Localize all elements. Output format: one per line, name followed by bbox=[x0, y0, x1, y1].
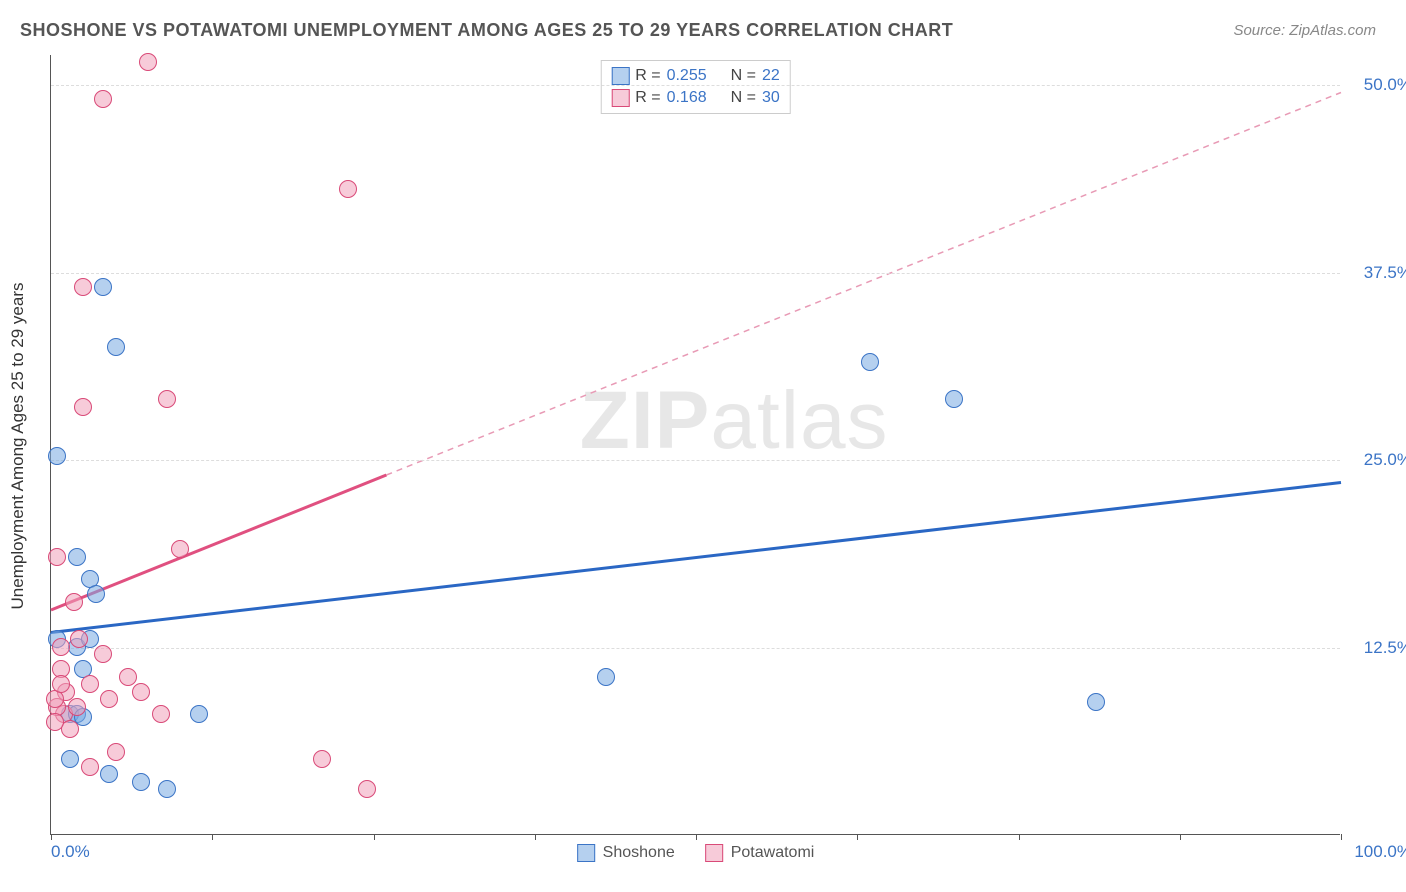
scatter-point bbox=[52, 675, 70, 693]
y-tick-label: 25.0% bbox=[1364, 450, 1406, 470]
scatter-point bbox=[46, 713, 64, 731]
x-tick-label: 100.0% bbox=[1354, 842, 1406, 862]
scatter-point bbox=[100, 690, 118, 708]
scatter-point bbox=[87, 585, 105, 603]
trend-line bbox=[386, 93, 1341, 476]
n-value-2: 30 bbox=[762, 89, 780, 107]
scatter-point bbox=[339, 180, 357, 198]
scatter-point bbox=[171, 540, 189, 558]
scatter-point bbox=[597, 668, 615, 686]
legend-stats-row-2: R = 0.168 N = 30 bbox=[611, 87, 780, 109]
chart-container: SHOSHONE VS POTAWATOMI UNEMPLOYMENT AMON… bbox=[0, 0, 1406, 892]
gridline-h bbox=[51, 460, 1340, 461]
scatter-point bbox=[107, 743, 125, 761]
legend-item-shoshone: Shoshone bbox=[577, 844, 675, 862]
x-tick bbox=[212, 834, 213, 840]
x-tick bbox=[535, 834, 536, 840]
scatter-point bbox=[74, 278, 92, 296]
scatter-point bbox=[139, 53, 157, 71]
legend-stats-row-1: R = 0.255 N = 22 bbox=[611, 65, 780, 87]
r-label: R = bbox=[635, 67, 660, 85]
scatter-point bbox=[158, 390, 176, 408]
r-value-2: 0.168 bbox=[667, 89, 707, 107]
scatter-point bbox=[119, 668, 137, 686]
chart-title: SHOSHONE VS POTAWATOMI UNEMPLOYMENT AMON… bbox=[20, 20, 953, 41]
legend-bottom: Shoshone Potawatomi bbox=[577, 844, 815, 862]
swatch-shoshone-icon bbox=[611, 67, 629, 85]
r-value-1: 0.255 bbox=[667, 67, 707, 85]
scatter-point bbox=[52, 638, 70, 656]
scatter-point bbox=[945, 390, 963, 408]
scatter-point bbox=[61, 750, 79, 768]
x-tick bbox=[696, 834, 697, 840]
swatch-shoshone-icon bbox=[577, 844, 595, 862]
scatter-point bbox=[81, 758, 99, 776]
scatter-point bbox=[94, 278, 112, 296]
y-tick-label: 12.5% bbox=[1364, 638, 1406, 658]
scatter-point bbox=[100, 765, 118, 783]
scatter-point bbox=[132, 683, 150, 701]
scatter-point bbox=[94, 645, 112, 663]
scatter-point bbox=[94, 90, 112, 108]
swatch-potawatomi-icon bbox=[611, 89, 629, 107]
x-tick bbox=[1019, 834, 1020, 840]
x-tick bbox=[51, 834, 52, 840]
n-label: N = bbox=[731, 67, 756, 85]
gridline-h bbox=[51, 85, 1340, 86]
scatter-point bbox=[68, 698, 86, 716]
scatter-point bbox=[65, 593, 83, 611]
source-label: Source: ZipAtlas.com bbox=[1233, 22, 1376, 39]
legend-stats: R = 0.255 N = 22 R = 0.168 N = 30 bbox=[600, 60, 791, 114]
x-tick bbox=[857, 834, 858, 840]
trend-line bbox=[51, 483, 1341, 633]
plot-area: ZIPatlas R = 0.255 N = 22 R = 0.168 N = … bbox=[50, 55, 1340, 835]
scatter-point bbox=[190, 705, 208, 723]
scatter-point bbox=[48, 548, 66, 566]
scatter-point bbox=[158, 780, 176, 798]
scatter-point bbox=[81, 675, 99, 693]
y-tick-label: 37.5% bbox=[1364, 263, 1406, 283]
scatter-point bbox=[48, 447, 66, 465]
y-axis-title: Unemployment Among Ages 25 to 29 years bbox=[8, 283, 28, 610]
scatter-point bbox=[358, 780, 376, 798]
x-tick bbox=[1180, 834, 1181, 840]
n-label: N = bbox=[731, 89, 756, 107]
swatch-potawatomi-icon bbox=[705, 844, 723, 862]
gridline-h bbox=[51, 648, 1340, 649]
scatter-point bbox=[313, 750, 331, 768]
n-value-1: 22 bbox=[762, 67, 780, 85]
scatter-point bbox=[107, 338, 125, 356]
scatter-point bbox=[861, 353, 879, 371]
r-label: R = bbox=[635, 89, 660, 107]
trend-lines bbox=[51, 55, 1340, 834]
x-tick bbox=[374, 834, 375, 840]
scatter-point bbox=[152, 705, 170, 723]
legend-label: Potawatomi bbox=[731, 844, 815, 862]
scatter-point bbox=[68, 548, 86, 566]
y-tick-label: 50.0% bbox=[1364, 75, 1406, 95]
scatter-point bbox=[74, 398, 92, 416]
x-tick-label: 0.0% bbox=[51, 842, 90, 862]
scatter-point bbox=[61, 720, 79, 738]
scatter-point bbox=[70, 630, 88, 648]
legend-item-potawatomi: Potawatomi bbox=[705, 844, 815, 862]
x-tick bbox=[1341, 834, 1342, 840]
legend-label: Shoshone bbox=[603, 844, 675, 862]
scatter-point bbox=[132, 773, 150, 791]
scatter-point bbox=[1087, 693, 1105, 711]
gridline-h bbox=[51, 273, 1340, 274]
